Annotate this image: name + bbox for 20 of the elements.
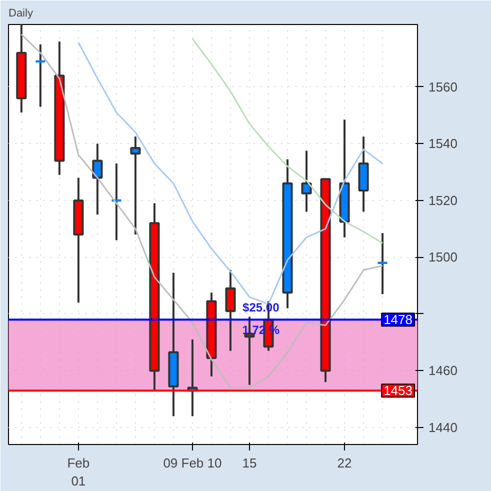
x-tick-label: 15	[242, 456, 257, 470]
candlestick	[301, 150, 312, 213]
candlestick	[92, 142, 103, 216]
y-tick-label: 1520	[428, 192, 458, 208]
y-tick-label: 1440	[428, 420, 458, 435]
x-tick-label: 09 Feb 10	[163, 456, 222, 470]
ref-line-label: 1453	[384, 383, 412, 398]
candlestick	[378, 232, 388, 296]
x-tick-label: 22	[337, 456, 352, 470]
candlestick	[225, 268, 236, 352]
y-tick-label: 1560	[428, 79, 458, 94]
chart-title: Daily	[8, 8, 34, 20]
x-tick-label: Feb 01	[67, 456, 90, 488]
y-tick-label: 1460	[428, 363, 458, 378]
y-tick-label: 1500	[428, 250, 458, 265]
line-series	[192, 38, 384, 244]
line-series	[20, 34, 384, 388]
candlestick	[130, 136, 141, 236]
y-tick-label: 1540	[428, 136, 458, 152]
ref-line-label: 1478	[384, 312, 412, 328]
